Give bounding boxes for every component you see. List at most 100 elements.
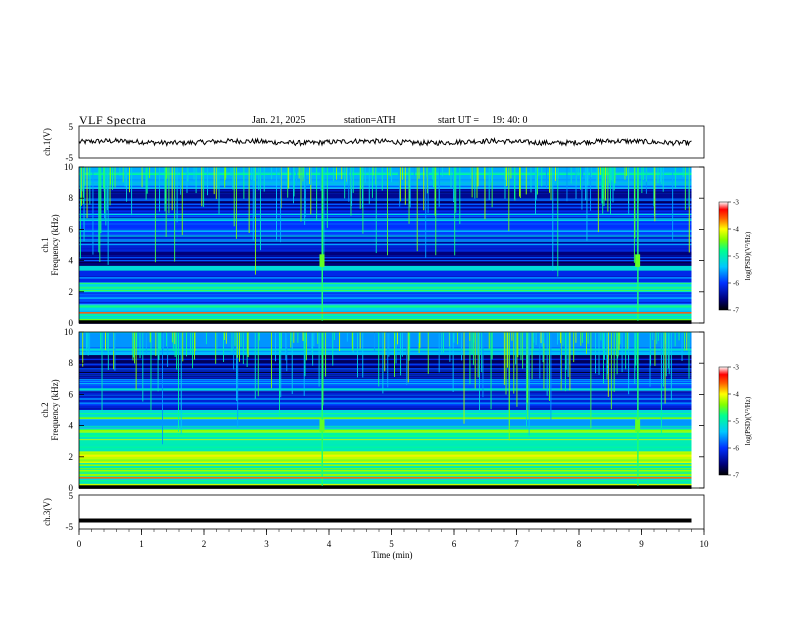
spec-sferic: [543, 332, 545, 389]
colorbar-tick-label: -7: [733, 472, 739, 480]
spec-sferic: [416, 167, 418, 252]
spec-sferic: [98, 167, 100, 253]
spec-red-line: [79, 312, 692, 314]
spec-sferic: [341, 167, 343, 180]
spec-sferic: [587, 332, 589, 344]
spec-sferic: [477, 167, 479, 187]
spec-sferic: [296, 167, 297, 186]
spec-sferic: [326, 167, 328, 228]
spec-sferic: [488, 332, 490, 349]
spec-sferic: [293, 167, 294, 204]
spec-line: [79, 417, 692, 419]
spec-sferic: [681, 332, 683, 361]
spec-sferic: [590, 167, 592, 211]
spec-sferic: [166, 167, 168, 179]
spec-sferic: [418, 332, 420, 343]
ch1-spectrogram-panel: 0 2 4 6 8 10 ch.1 Frequency (kHz): [40, 162, 705, 328]
spec-sferic: [562, 332, 564, 346]
spec-sferic: [362, 332, 364, 378]
spec-sferic: [575, 332, 577, 343]
spec-sferic: [503, 332, 505, 385]
spec-line: [79, 415, 692, 418]
spec-sferic: [388, 332, 390, 357]
spec-line: [79, 455, 692, 457]
spec-sferic: [665, 332, 667, 377]
spec-sferic: [382, 332, 384, 394]
spec-sferic: [171, 167, 173, 211]
spec-sferic: [532, 332, 534, 350]
spec-sferic: [172, 332, 174, 351]
spec-sferic: [577, 167, 579, 176]
spec-sferic: [566, 167, 568, 202]
spec-sferic: [257, 332, 259, 397]
spec-sferic: [407, 332, 409, 383]
spec-sferic: [375, 167, 377, 254]
spec-sferic: [650, 332, 652, 366]
spec-sferic: [505, 167, 507, 187]
time-tick-label: 0: [77, 539, 82, 549]
spec-sferic: [162, 332, 163, 445]
spec-sferic: [180, 332, 182, 434]
colorbar-tick-label: -5: [733, 418, 739, 426]
spec-sferic: [155, 332, 157, 356]
freq-tick-label: 4: [69, 421, 74, 431]
spec-sferic: [305, 332, 307, 361]
spec-sferic: [176, 332, 178, 370]
spec-sferic: [536, 167, 538, 195]
spec-sferic: [510, 167, 512, 179]
spec-line: [79, 231, 692, 233]
spec-line: [79, 377, 692, 380]
spec-sferic: [104, 167, 105, 214]
spec-sferic: [488, 167, 490, 200]
spec-sferic: [240, 332, 242, 347]
time-tick-label: 6: [452, 539, 457, 549]
spec-sferic: [224, 167, 226, 180]
spec-line: [79, 352, 692, 354]
spec-sferic: [225, 167, 227, 179]
spec-sferic: [449, 332, 451, 362]
spec-sferic: [471, 332, 473, 354]
spec-sferic: [657, 332, 659, 341]
colorbar-tick-label: -6: [733, 445, 739, 453]
spec-sferic: [100, 332, 102, 350]
spec-line: [79, 228, 692, 230]
time-axis-ticks: 0 1 2 3 4 5 6 7 8 9 10: [77, 529, 709, 549]
spec-sferic: [360, 167, 362, 190]
spec-sferic: [441, 332, 443, 354]
spec-sferic: [564, 332, 566, 392]
spec-sferic: [82, 332, 84, 367]
spec-sferic: [419, 332, 421, 348]
spec-line: [79, 183, 692, 185]
spec-line: [79, 198, 692, 201]
spec-line: [79, 250, 692, 252]
colorbar-tick-label: -3: [733, 364, 739, 372]
spec-sferic: [603, 332, 605, 360]
spec-sferic: [80, 167, 82, 206]
spec-sferic: [103, 167, 105, 188]
spec-sferic: [408, 332, 410, 361]
spec-sferic: [125, 167, 127, 178]
spec-sferic: [371, 167, 373, 198]
spec-sferic: [661, 332, 662, 384]
spec-sferic: [332, 332, 334, 366]
spec-sferic: [145, 167, 147, 200]
spec-sferic: [293, 167, 295, 197]
spec-band: [79, 167, 692, 189]
spec-sferic: [538, 167, 540, 177]
spec-sferic: [607, 167, 609, 212]
spec-line: [79, 413, 692, 415]
spec-sferic: [567, 332, 569, 377]
spec-sferic: [234, 332, 236, 347]
spec-line: [79, 433, 692, 435]
spec-sferic: [252, 167, 254, 241]
spec-sferic: [558, 332, 560, 341]
freq-tick-label: 6: [69, 224, 74, 234]
spec-sferic: [586, 167, 588, 241]
spec-sferic: [304, 332, 306, 377]
spec-line: [79, 313, 692, 315]
spec-sferic: [441, 167, 443, 177]
spec-sferic: [110, 167, 111, 185]
spec-sferic: [520, 332, 522, 361]
spec-sferic: [586, 332, 587, 354]
spec-sferic: [397, 167, 399, 179]
